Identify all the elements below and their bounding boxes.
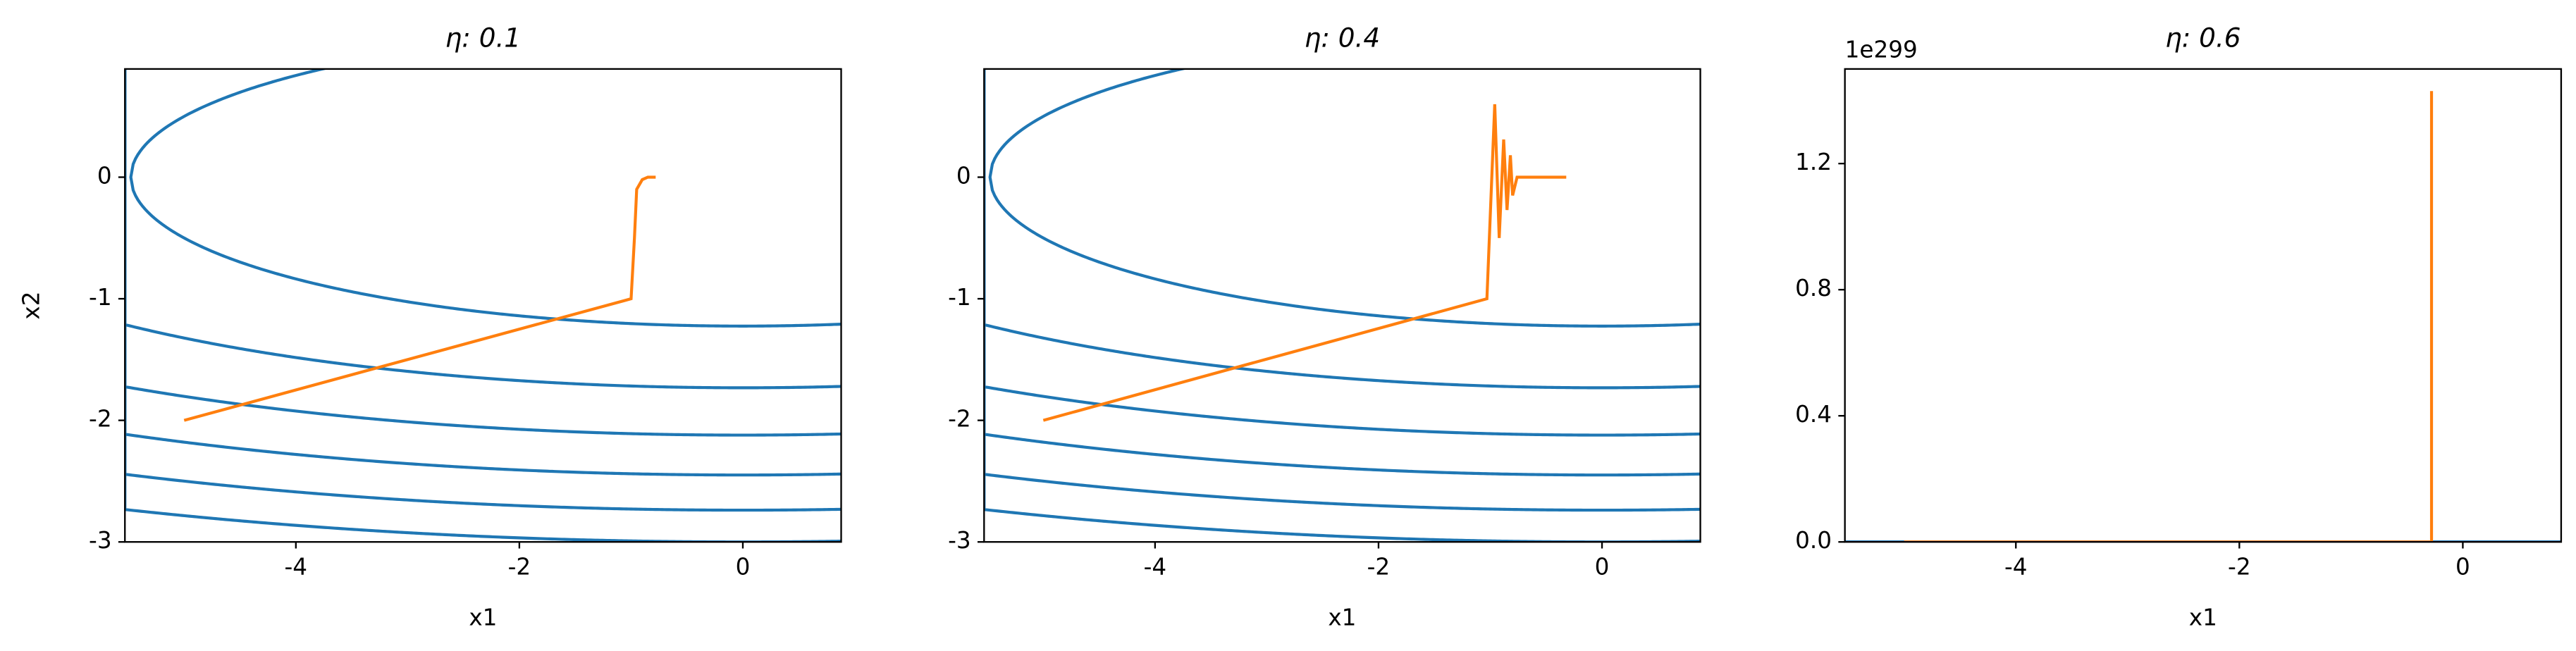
contour-line	[125, 68, 842, 542]
x-axis-label: x1	[1328, 604, 1356, 631]
x-tick-label: 0	[2455, 553, 2470, 580]
contour-line	[984, 68, 1701, 437]
y-tick-label: 0.4	[1795, 401, 1832, 428]
x-tick-label: -4	[2004, 553, 2028, 580]
x-tick-label: 0	[736, 553, 751, 580]
y-tick-label: -2	[89, 406, 112, 433]
contour-line	[125, 68, 842, 477]
trajectory	[1042, 104, 1567, 422]
contour-line	[984, 68, 1701, 390]
y-axis-label: x2	[18, 292, 45, 320]
contour-line	[988, 68, 1701, 328]
contour-line	[125, 68, 842, 437]
chart-title: η: 0.1	[445, 22, 521, 53]
y-tick-label: -1	[948, 284, 971, 311]
x-tick-label: -2	[2228, 553, 2251, 580]
y-offset-label: 1e299	[1845, 36, 1918, 63]
contour-line	[125, 68, 842, 512]
plot-area	[984, 68, 1701, 542]
contour-line	[984, 68, 1701, 477]
y-tick-label: -3	[948, 527, 971, 554]
y-tick-label: 0	[956, 162, 971, 189]
y-tick-label: -1	[89, 284, 112, 311]
x-axis-label: x1	[2189, 604, 2217, 631]
y-tick-label: 0	[97, 162, 112, 189]
y-tick-label: 0.0	[1795, 527, 1832, 554]
chart-title: η: 0.4	[1305, 22, 1380, 53]
contour-line	[129, 68, 842, 328]
x-tick-label: -4	[285, 553, 308, 580]
x-tick-label: -4	[1144, 553, 1167, 580]
x-axis-label: x1	[469, 604, 497, 631]
y-tick-label: 0.8	[1795, 275, 1832, 302]
y-tick-label: 1.2	[1795, 149, 1832, 175]
trajectory	[1904, 91, 2434, 542]
chart-title: η: 0.6	[2165, 22, 2241, 53]
axes-frame	[124, 68, 842, 543]
axes-frame	[983, 68, 1701, 543]
y-tick-label: -2	[948, 406, 971, 433]
plot-area	[125, 68, 842, 542]
plot-area	[1844, 91, 2561, 542]
x-tick-label: -2	[1367, 553, 1391, 580]
contour-line	[984, 68, 1701, 512]
trajectory	[183, 175, 656, 422]
x-tick-label: -2	[508, 553, 531, 580]
contour-line	[984, 68, 1701, 542]
axes-frame	[1844, 68, 2563, 543]
y-tick-label: -3	[89, 527, 112, 554]
contour-line	[125, 68, 842, 390]
x-tick-label: 0	[1595, 553, 1610, 580]
